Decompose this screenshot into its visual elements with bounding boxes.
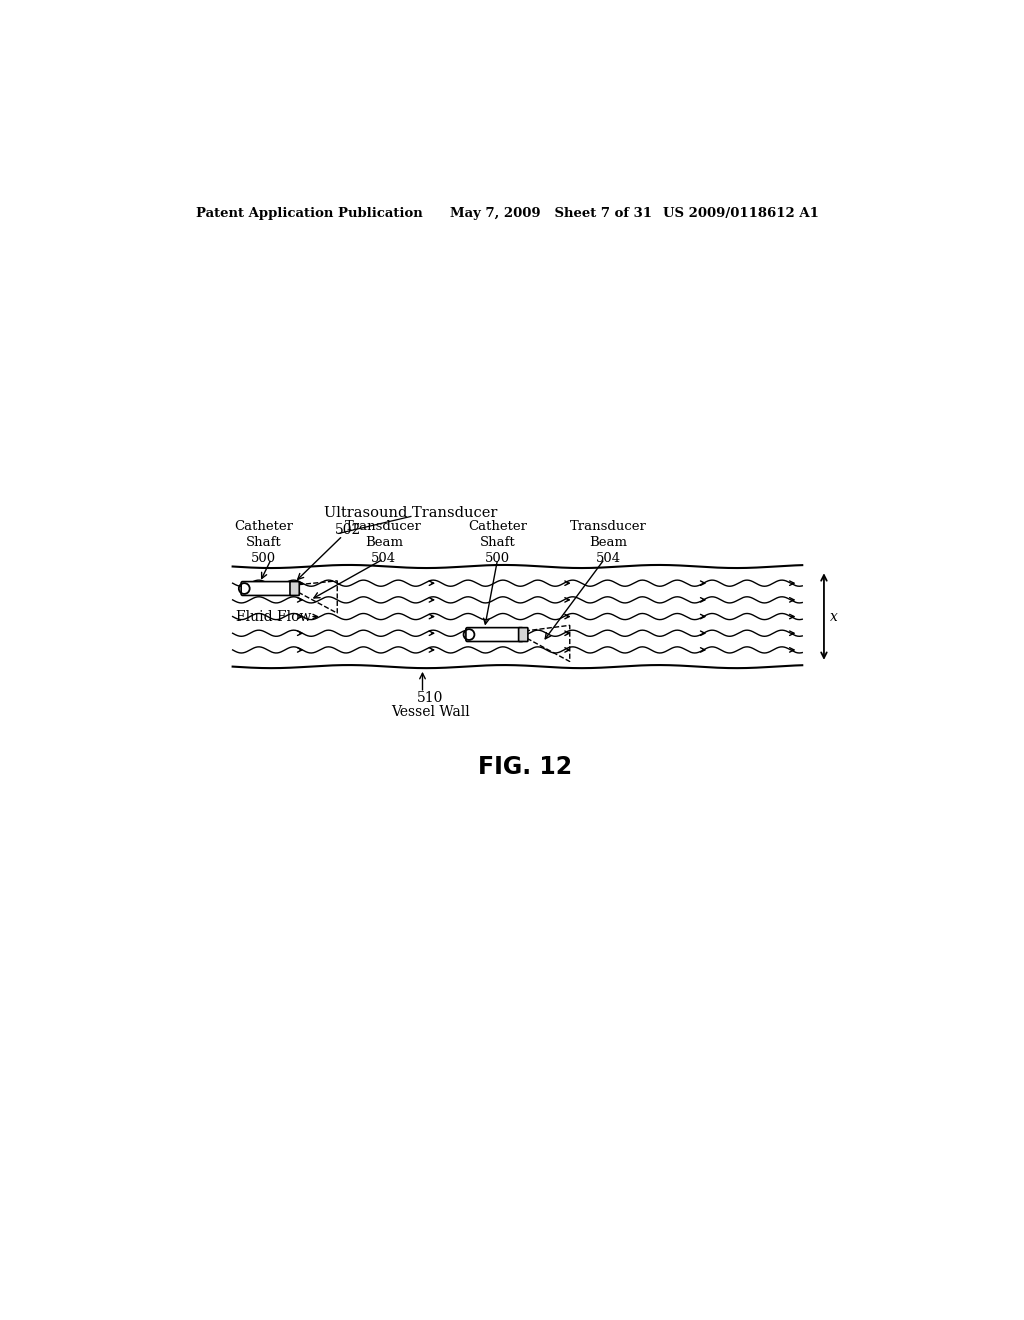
Text: Ultrasound Transducer: Ultrasound Transducer	[325, 506, 498, 520]
FancyBboxPatch shape	[241, 582, 295, 595]
Text: Catheter
Shaft
500: Catheter Shaft 500	[234, 520, 293, 565]
Text: 510: 510	[417, 692, 443, 705]
Text: US 2009/0118612 A1: US 2009/0118612 A1	[663, 207, 818, 220]
Text: Transducer
Beam
504: Transducer Beam 504	[345, 520, 422, 565]
Text: Transducer
Beam
504: Transducer Beam 504	[570, 520, 647, 565]
Text: x: x	[830, 610, 838, 623]
Text: Patent Application Publication: Patent Application Publication	[197, 207, 423, 220]
FancyBboxPatch shape	[466, 627, 523, 642]
Text: Vessel Wall: Vessel Wall	[391, 705, 470, 719]
Text: May 7, 2009   Sheet 7 of 31: May 7, 2009 Sheet 7 of 31	[450, 207, 651, 220]
Text: FIG. 12: FIG. 12	[478, 755, 571, 779]
FancyBboxPatch shape	[518, 627, 528, 642]
Text: 502: 502	[335, 523, 361, 536]
Text: Fluid Flow: Fluid Flow	[237, 610, 312, 623]
Text: Catheter
Shaft
500: Catheter Shaft 500	[468, 520, 527, 565]
FancyBboxPatch shape	[290, 582, 299, 595]
